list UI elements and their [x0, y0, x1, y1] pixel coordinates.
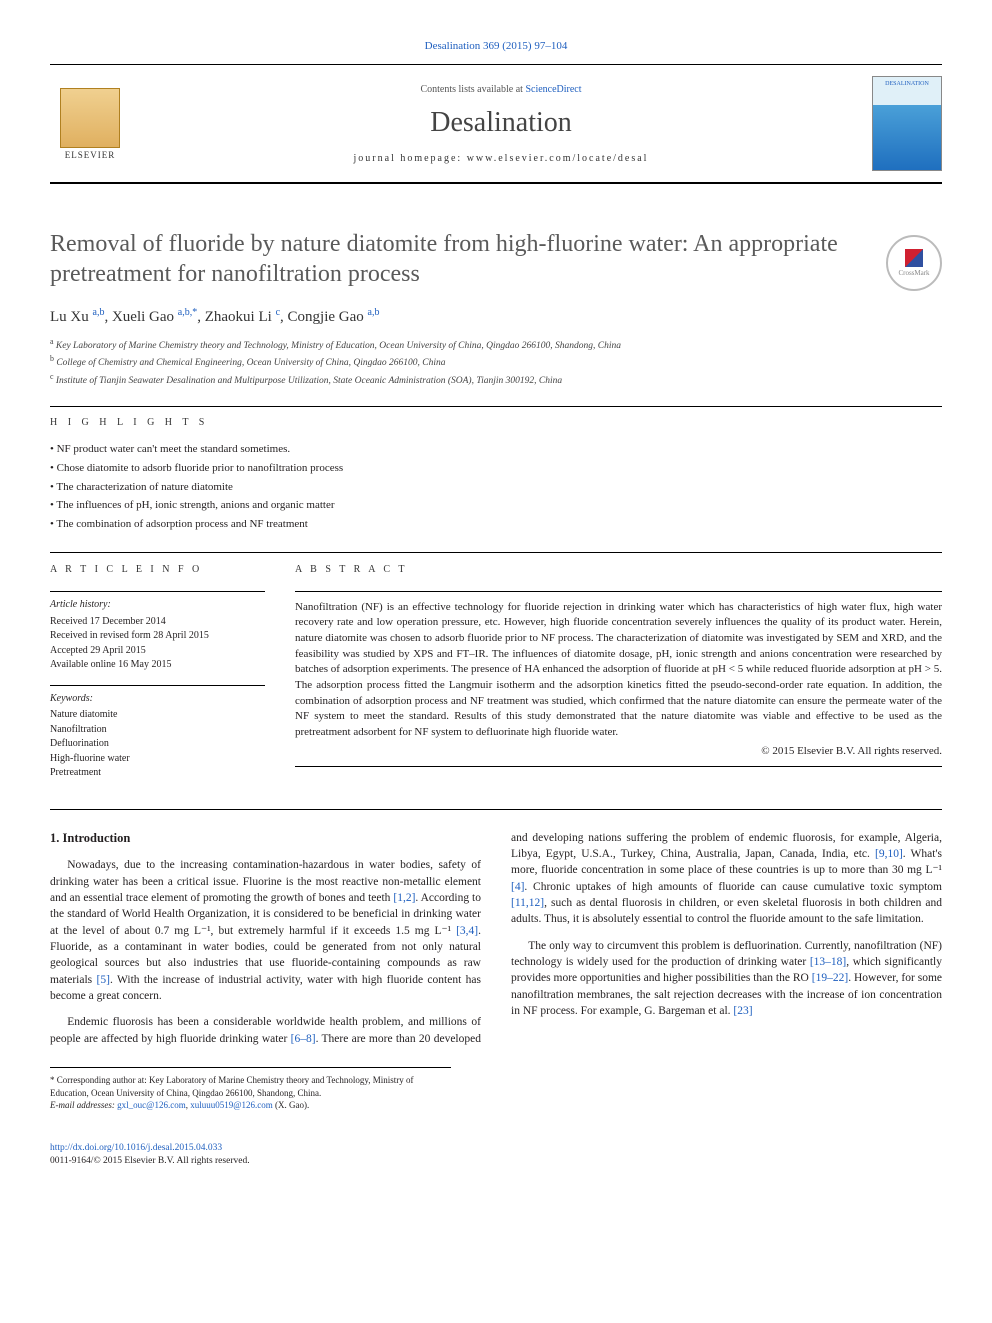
abstract-column: A B S T R A C T Nanofiltration (NF) is a…	[295, 563, 942, 781]
keyword-item: Nature diatomite	[50, 708, 265, 723]
highlight-item: The influences of pH, ionic strength, an…	[50, 496, 942, 515]
section-heading-introduction: 1. Introduction	[50, 830, 481, 848]
email-label: E-mail addresses:	[50, 1100, 117, 1110]
sciencedirect-link[interactable]: ScienceDirect	[525, 84, 581, 95]
body-paragraph: Nowadays, due to the increasing contamin…	[50, 857, 481, 1004]
divider	[50, 685, 265, 686]
highlight-item: The characterization of nature diatomite	[50, 478, 942, 497]
article-info-label: A R T I C L E I N F O	[50, 563, 265, 578]
article-history-head: Article history:	[50, 598, 265, 613]
divider	[295, 591, 942, 592]
affiliations: a Key Laboratory of Marine Chemistry the…	[50, 336, 942, 388]
citation-link[interactable]: [4]	[511, 881, 524, 893]
header-center: Contents lists available at ScienceDirec…	[130, 84, 872, 164]
crossmark-icon	[905, 249, 923, 267]
corr-star: *	[50, 1075, 55, 1085]
abstract-label: A B S T R A C T	[295, 563, 942, 577]
corr-text: Corresponding author at: Key Laboratory …	[50, 1075, 414, 1098]
keyword-item: Nanofiltration	[50, 723, 265, 738]
citation-link[interactable]: [19–22]	[812, 972, 848, 984]
keyword-item: Pretreatment	[50, 766, 265, 781]
journal-cover-thumbnail[interactable]: DESALINATION	[872, 76, 942, 171]
journal-header-band: ELSEVIER Contents lists available at Sci…	[50, 64, 942, 184]
keywords-list: Nature diatomiteNanofiltrationDefluorina…	[50, 708, 265, 781]
highlights-list: NF product water can't meet the standard…	[50, 440, 942, 533]
citation-link[interactable]: [13–18]	[810, 956, 846, 968]
citation-link[interactable]: [6–8]	[291, 1033, 316, 1045]
highlights-section: H I G H L I G H T S NF product water can…	[50, 417, 942, 533]
elsevier-tree-icon	[60, 88, 120, 148]
journal-reference[interactable]: Desalination 369 (2015) 97–104	[50, 40, 942, 52]
history-line: Received 17 December 2014	[50, 615, 265, 630]
body-text: . Chronic uptakes of high amounts of flu…	[524, 881, 942, 893]
corresponding-author-note: * Corresponding author at: Key Laborator…	[50, 1067, 451, 1112]
divider	[50, 591, 265, 592]
highlights-label: H I G H L I G H T S	[50, 417, 942, 428]
contents-available-line: Contents lists available at ScienceDirec…	[130, 84, 872, 95]
elsevier-logo[interactable]: ELSEVIER	[50, 79, 130, 169]
divider	[50, 809, 942, 810]
citation-link[interactable]: [23]	[733, 1005, 752, 1017]
elsevier-wordmark: ELSEVIER	[65, 150, 116, 160]
keyword-item: Defluorination	[50, 737, 265, 752]
journal-homepage-line[interactable]: journal homepage: www.elsevier.com/locat…	[130, 153, 872, 164]
author-list: Lu Xu a,b, Xueli Gao a,b,*, Zhaokui Li c…	[50, 307, 942, 326]
citation-link[interactable]: [9,10]	[875, 848, 903, 860]
history-line: Received in revised form 28 April 2015	[50, 629, 265, 644]
highlight-item: The combination of adsorption process an…	[50, 515, 942, 534]
highlight-item: Chose diatomite to adsorb fluoride prior…	[50, 459, 942, 478]
issn-copyright: 0011-9164/© 2015 Elsevier B.V. All right…	[50, 1156, 250, 1166]
history-line: Available online 16 May 2015	[50, 658, 265, 673]
article-history: Received 17 December 2014Received in rev…	[50, 615, 265, 673]
corr-email-link[interactable]: gxl_ouc@126.com	[117, 1100, 186, 1110]
journal-title: Desalination	[130, 107, 872, 139]
body-text: , such as dental fluorosis in children, …	[511, 897, 942, 925]
citation-link[interactable]: [11,12]	[511, 897, 544, 909]
doi-link[interactable]: http://dx.doi.org/10.1016/j.desal.2015.0…	[50, 1143, 222, 1153]
keywords-head: Keywords:	[50, 692, 265, 707]
keyword-item: High-fluorine water	[50, 752, 265, 767]
divider	[50, 406, 942, 407]
body-two-columns: 1. Introduction Nowadays, due to the inc…	[50, 830, 942, 1047]
history-line: Accepted 29 April 2015	[50, 644, 265, 659]
info-abstract-row: A R T I C L E I N F O Article history: R…	[50, 563, 942, 781]
contents-prefix: Contents lists available at	[420, 84, 525, 95]
body-text: . With the increase of industrial activi…	[50, 974, 481, 1002]
citation-link[interactable]: [1,2]	[393, 892, 415, 904]
article-title: Removal of fluoride by nature diatomite …	[50, 229, 942, 289]
highlight-item: NF product water can't meet the standard…	[50, 440, 942, 459]
article-info-column: A R T I C L E I N F O Article history: R…	[50, 563, 265, 781]
email-suffix: (X. Gao).	[273, 1100, 310, 1110]
divider	[50, 552, 942, 553]
page-footer: http://dx.doi.org/10.1016/j.desal.2015.0…	[50, 1142, 942, 1169]
abstract-copyright: © 2015 Elsevier B.V. All rights reserved…	[295, 744, 942, 760]
page: Desalination 369 (2015) 97–104 ELSEVIER …	[0, 0, 992, 1198]
article-header: CrossMark Removal of fluoride by nature …	[50, 229, 942, 388]
divider	[295, 766, 942, 767]
citation-link[interactable]: [3,4]	[456, 925, 478, 937]
crossmark-label: CrossMark	[898, 269, 929, 277]
citation-link[interactable]: [5]	[97, 974, 110, 986]
crossmark-badge[interactable]: CrossMark	[886, 235, 942, 291]
corr-email-link[interactable]: xuluuu0519@126.com	[190, 1100, 273, 1110]
abstract-text: Nanofiltration (NF) is an effective tech…	[295, 600, 942, 740]
body-paragraph: The only way to circumvent this problem …	[511, 938, 942, 1020]
